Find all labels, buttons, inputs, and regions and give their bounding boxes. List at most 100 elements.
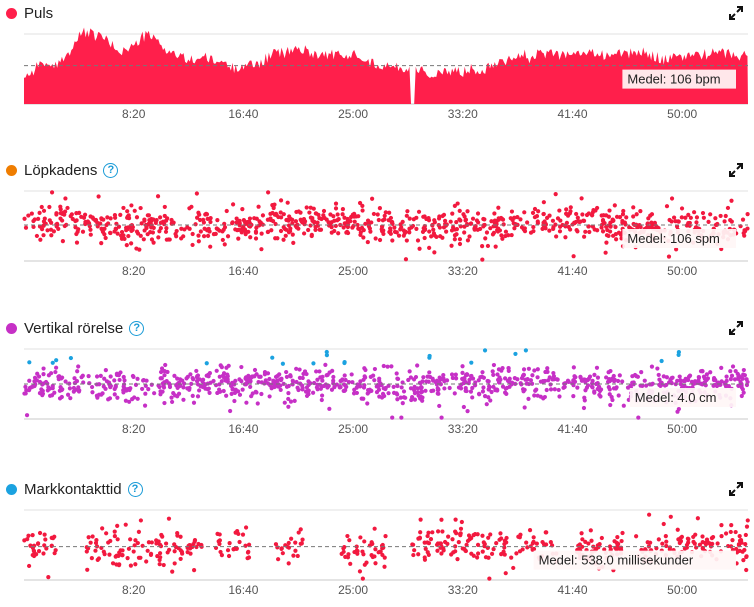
data-point <box>240 207 245 212</box>
data-point <box>279 215 284 220</box>
data-point <box>602 547 607 552</box>
data-point <box>382 564 387 569</box>
data-point <box>291 379 296 384</box>
data-point <box>257 219 262 224</box>
data-point <box>696 375 702 380</box>
data-point <box>444 229 449 234</box>
data-point <box>372 378 377 383</box>
data-point <box>394 371 399 376</box>
data-point <box>221 388 226 394</box>
gct-expand-icon[interactable] <box>728 481 744 497</box>
average-label: Medel: 538.0 millisekunder <box>533 550 736 570</box>
data-point <box>655 366 660 371</box>
data-point <box>439 517 444 522</box>
data-point <box>60 387 65 392</box>
data-point <box>63 196 68 201</box>
data-point <box>123 386 128 391</box>
vertical-expand-icon[interactable] <box>728 320 744 336</box>
data-point <box>386 391 391 396</box>
data-point <box>107 383 113 388</box>
average-label-text: Medel: 106 bpm <box>627 72 720 87</box>
data-point <box>520 547 525 552</box>
data-point <box>178 556 183 562</box>
data-point <box>609 376 615 381</box>
data-point <box>172 549 177 554</box>
data-point <box>357 226 362 232</box>
data-point <box>624 215 629 220</box>
data-point <box>341 225 346 230</box>
data-point <box>300 218 305 224</box>
vertical-help-icon[interactable]: ? <box>129 320 145 336</box>
data-point <box>93 548 98 553</box>
gct-help-icon[interactable]: ? <box>127 481 143 497</box>
data-point <box>148 229 153 235</box>
data-point <box>598 387 604 392</box>
data-point <box>669 219 674 224</box>
data-point <box>122 378 127 383</box>
data-point <box>158 369 164 375</box>
data-point <box>439 551 444 556</box>
data-point <box>419 385 424 390</box>
cadence-help-icon[interactable]: ? <box>103 162 119 178</box>
data-point <box>128 563 133 568</box>
data-point <box>358 230 363 235</box>
data-point <box>574 227 579 233</box>
data-point <box>463 218 468 223</box>
data-point <box>575 215 580 220</box>
data-point <box>463 388 468 394</box>
data-point <box>491 230 497 236</box>
data-point <box>90 534 95 539</box>
data-point <box>245 222 251 227</box>
data-point <box>503 571 508 576</box>
data-point <box>306 227 311 233</box>
x-tick-label: 25:00 <box>338 583 368 597</box>
data-point <box>298 527 303 532</box>
data-point <box>482 544 487 549</box>
data-point <box>524 540 529 545</box>
data-point <box>126 546 132 551</box>
data-point <box>194 191 199 196</box>
data-point <box>282 400 287 405</box>
puls-expand-icon[interactable] <box>728 5 744 21</box>
data-point <box>124 243 129 248</box>
data-point <box>691 534 696 540</box>
data-point <box>352 219 357 224</box>
data-point <box>634 534 639 539</box>
data-point <box>150 217 155 222</box>
data-point <box>141 237 146 242</box>
data-point <box>371 211 376 217</box>
data-point <box>340 212 345 217</box>
data-point <box>304 371 309 377</box>
data-point <box>151 225 156 230</box>
data-point <box>31 218 36 224</box>
data-point <box>744 554 749 560</box>
data-point <box>706 219 711 224</box>
data-point <box>621 208 626 214</box>
vertical-header: Vertikal rörelse ? <box>6 317 145 339</box>
data-point <box>682 383 687 388</box>
data-point <box>49 393 55 398</box>
data-point <box>715 541 720 546</box>
data-point <box>31 224 36 230</box>
data-point <box>281 212 286 217</box>
data-point <box>195 394 201 399</box>
data-point <box>385 364 390 369</box>
data-point <box>53 548 58 553</box>
data-point <box>638 224 643 230</box>
data-point <box>136 555 142 560</box>
data-point <box>686 377 691 383</box>
data-point <box>116 224 122 229</box>
data-point <box>26 213 31 218</box>
data-point <box>375 212 380 217</box>
cadence-expand-icon[interactable] <box>728 162 744 178</box>
data-point <box>492 218 498 223</box>
data-point <box>482 217 487 222</box>
data-point <box>556 387 561 393</box>
data-point <box>233 378 238 383</box>
data-point <box>543 369 548 375</box>
data-point <box>134 215 140 220</box>
data-point <box>723 531 729 536</box>
data-point <box>502 545 507 550</box>
data-point <box>743 532 748 538</box>
data-point <box>341 388 346 394</box>
